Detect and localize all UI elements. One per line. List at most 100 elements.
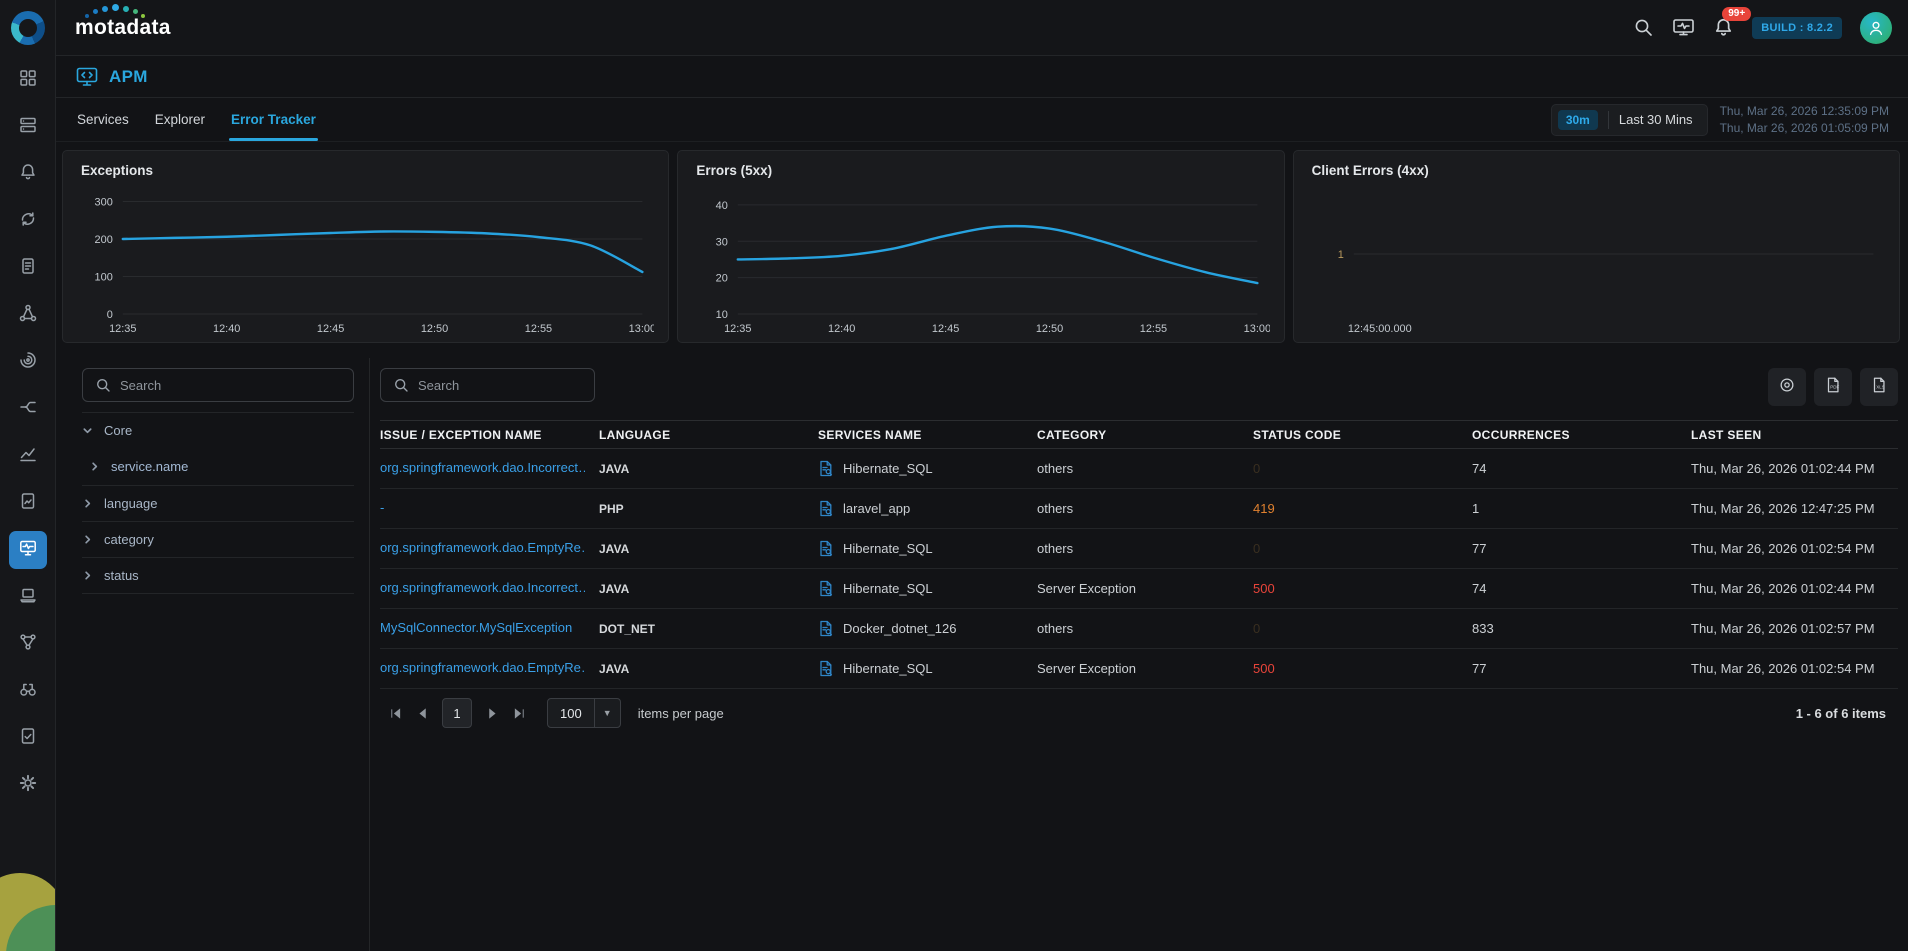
observe-binoculars-icon [18, 679, 38, 704]
chart-card-client-errors-4xx: Client Errors (4xx) 1 12:45:00.000 [1293, 150, 1900, 343]
filter-search-input[interactable] [120, 378, 341, 393]
sidebar-item-alerts[interactable] [9, 155, 47, 193]
svg-text:200: 200 [95, 234, 113, 246]
sidebar-item-apps-grid[interactable] [9, 61, 47, 99]
watch-target-icon [1778, 376, 1796, 399]
status-code-cell: 0 [1253, 621, 1472, 636]
column-header-services-name: SERVICES NAME [818, 428, 1037, 442]
sidebar-item-discovery[interactable] [9, 343, 47, 381]
svg-text:30: 30 [716, 236, 728, 248]
chart-title: Client Errors (4xx) [1312, 163, 1885, 178]
occurrences-cell: 77 [1472, 541, 1691, 556]
search-icon [393, 377, 409, 393]
language-cell: JAVA [599, 542, 818, 556]
svg-text:40: 40 [716, 200, 728, 212]
previous-page-button[interactable] [411, 702, 433, 724]
language-cell: PHP [599, 502, 818, 516]
svg-text:PDF: PDF [1830, 384, 1839, 389]
issue-link[interactable]: org.springframework.dao.Incorrect… [380, 580, 585, 595]
service-log-icon [818, 580, 834, 597]
settings-gear-icon [18, 773, 38, 798]
table-row[interactable]: - PHP laravel_app others 419 1 Thu, Mar … [380, 489, 1898, 529]
svg-text:13:00: 13:00 [629, 323, 655, 335]
notification-bell-icon[interactable]: 99+ [1713, 17, 1734, 38]
service-name: Hibernate_SQL [843, 581, 933, 596]
discovery-scan-icon [18, 350, 38, 375]
service-cell: Hibernate_SQL [818, 540, 1037, 557]
apm-monitor-icon [18, 538, 38, 563]
sidebar-item-metrics[interactable] [9, 437, 47, 475]
issue-link[interactable]: org.springframework.dao.Incorrect… [380, 460, 585, 475]
table-row[interactable]: org.springframework.dao.Incorrect… JAVA … [380, 449, 1898, 489]
tree-label: status [104, 568, 139, 583]
tree-item-service-name[interactable]: service.name [82, 448, 354, 485]
flow-branch-icon [18, 397, 38, 422]
tree-item-status[interactable]: status [82, 558, 354, 593]
time-range-picker[interactable]: 30m Last 30 Mins [1551, 104, 1708, 136]
sidebar-item-devices[interactable] [9, 578, 47, 616]
chevron-right-icon [82, 534, 93, 545]
reports-doc-icon [18, 491, 38, 516]
sidebar-item-observe[interactable] [9, 672, 47, 710]
table-row[interactable]: org.springframework.dao.EmptyRe… JAVA Hi… [380, 649, 1898, 689]
time-range-badge: 30m [1558, 110, 1598, 130]
svg-text:1: 1 [1337, 249, 1343, 261]
sidebar-item-audit[interactable] [9, 719, 47, 757]
items-per-page-select[interactable]: 100 ▼ [547, 698, 621, 728]
table-row[interactable]: MySqlConnector.MySqlException DOT_NET Do… [380, 609, 1898, 649]
svg-text:12:55: 12:55 [1140, 323, 1167, 335]
tab-explorer[interactable]: Explorer [153, 98, 207, 141]
first-page-button[interactable] [384, 702, 406, 724]
chart-title: Errors (5xx) [696, 163, 1269, 178]
search-icon[interactable] [1633, 17, 1654, 38]
table-row[interactable]: org.springframework.dao.Incorrect… JAVA … [380, 569, 1898, 609]
tree-item-language[interactable]: language [82, 486, 354, 521]
errors-5xx-line-chart: 1020304012:3512:4012:4512:5012:5513:00 [692, 180, 1269, 336]
category-cell: others [1037, 621, 1253, 636]
issue-link[interactable]: MySqlConnector.MySqlException [380, 620, 572, 635]
issue-link[interactable]: - [380, 500, 384, 515]
svg-text:12:35: 12:35 [724, 323, 751, 335]
issue-link[interactable]: org.springframework.dao.EmptyRe… [380, 540, 585, 555]
occurrences-cell: 1 [1472, 501, 1691, 516]
table-search-input[interactable] [418, 378, 582, 393]
tree-group-core[interactable]: Core [82, 413, 354, 448]
category-cell: others [1037, 541, 1253, 556]
exceptions-line-chart: 010020030012:3512:4012:4512:5012:5513:00 [77, 180, 654, 336]
sidebar-item-settings[interactable] [9, 766, 47, 804]
last-seen-cell: Thu, Mar 26, 2026 01:02:44 PM [1691, 581, 1898, 596]
issue-link[interactable]: org.springframework.dao.EmptyRe… [380, 660, 585, 675]
tree-label: service.name [111, 459, 188, 474]
items-per-page-label: items per page [638, 706, 724, 721]
export-pdf-button[interactable]: PDF [1814, 368, 1852, 406]
next-page-button[interactable] [481, 702, 503, 724]
sidebar-item-topology[interactable] [9, 296, 47, 334]
sidebar-item-infrastructure[interactable] [9, 108, 47, 146]
tree-item-category[interactable]: category [82, 522, 354, 557]
sidebar-item-automation[interactable] [9, 625, 47, 663]
sidebar-item-apm[interactable] [9, 531, 47, 569]
table-toolbar: PDF XLS [380, 368, 1898, 406]
service-cell: Docker_dotnet_126 [818, 620, 1037, 637]
audit-checklist-icon [18, 726, 38, 751]
current-page-box[interactable]: 1 [442, 698, 472, 728]
tab-services[interactable]: Services [75, 98, 131, 141]
tab-error-tracker[interactable]: Error Tracker [229, 98, 318, 141]
sidebar-item-inventory[interactable] [9, 249, 47, 287]
sidebar-item-reports[interactable] [9, 484, 47, 522]
chevron-right-icon [89, 461, 100, 472]
watch-button[interactable] [1768, 368, 1806, 406]
infrastructure-rack-icon [18, 115, 38, 140]
sidebar-item-sync[interactable] [9, 202, 47, 240]
time-window-stamps: Thu, Mar 26, 2026 12:35:09 PM Thu, Mar 2… [1720, 103, 1889, 137]
svg-text:12:45:00.000: 12:45:00.000 [1347, 323, 1411, 335]
column-header-occurrences: OCCURRENCES [1472, 428, 1691, 442]
monitor-activity-icon[interactable] [1672, 17, 1695, 38]
avatar[interactable] [1860, 12, 1892, 44]
table-row[interactable]: org.springframework.dao.EmptyRe… JAVA Hi… [380, 529, 1898, 569]
service-cell: Hibernate_SQL [818, 580, 1037, 597]
status-code-cell: 500 [1253, 581, 1472, 596]
last-page-button[interactable] [508, 702, 530, 724]
export-xlsx-button[interactable]: XLS [1860, 368, 1898, 406]
sidebar-item-flow[interactable] [9, 390, 47, 428]
